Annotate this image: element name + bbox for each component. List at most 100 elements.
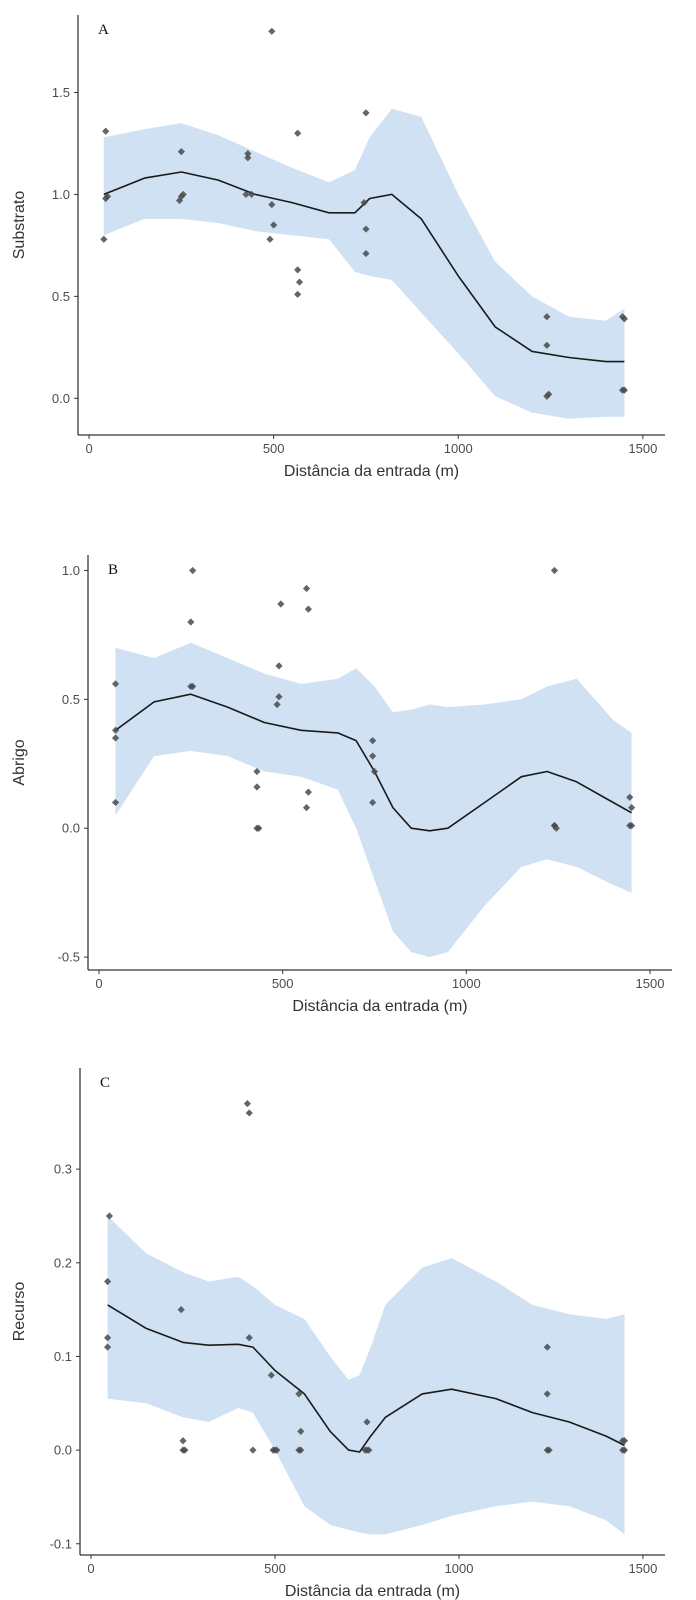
data-point [103,192,112,201]
data-point [268,201,276,209]
data-point [618,313,627,321]
confidence-band [107,1216,625,1535]
data-point [267,1371,275,1379]
data-point [270,221,278,229]
data-point [100,235,108,243]
data-point [626,793,634,801]
data-point [370,767,379,776]
data-point [369,752,377,760]
y-tick-label: 0.1 [54,1349,72,1364]
data-point [111,734,120,742]
x-tick-label: 1000 [445,1561,474,1576]
panel-label-b: B [108,562,118,578]
x-tick-label: 1000 [452,976,481,991]
data-point [297,1427,305,1435]
panel-c: 0 500 1000 1500 -0.1 0.0 0.1 0.2 0.3 Distância da… [11,1068,665,1600]
data-point [365,1446,373,1454]
data-point [103,1343,112,1351]
data-point [253,767,261,776]
x-axis-title: Distância da entrada (m) [292,998,467,1015]
data-point [620,315,628,323]
smooth-fit-line [115,693,632,832]
data-point [253,783,261,791]
y-tick-label: 0.3 [54,1162,72,1177]
data-point [543,1343,551,1351]
data-point [618,386,627,394]
y-axis-title: Recurso [11,1282,28,1342]
data-point [543,313,551,321]
x-tick-label: 1000 [444,441,473,456]
data-point [247,190,256,199]
data-point [275,693,283,701]
data-point [243,1099,252,1108]
data-point [620,1437,629,1445]
y-tick-label: 1.5 [52,85,70,100]
data-point [362,225,370,233]
y-tick-label: 0.5 [62,692,80,707]
x-tick-label: 500 [264,1561,286,1576]
y-tick-label: 0.5 [52,289,70,304]
y-tick-label: -0.1 [50,1536,72,1551]
data-point [111,680,120,688]
data-point [102,127,110,135]
data-point [268,27,276,35]
smooth-fit-line [103,171,625,363]
data-point [275,662,283,670]
data-point [295,278,304,286]
x-tick-label: 1500 [636,976,665,991]
panel-label-c: C [100,1075,110,1091]
data-point [103,1277,112,1286]
data-point [626,822,634,830]
data-point [244,154,252,162]
x-tick-label: 1500 [628,1561,657,1576]
data-point [543,392,551,400]
data-point [103,1334,112,1342]
y-tick-label: 0.0 [54,1443,72,1458]
data-point [245,1334,253,1342]
y-axis-title: Substrato [11,191,28,260]
data-point [189,566,197,575]
data-point [550,566,559,575]
data-point [304,788,312,796]
data-point [302,584,311,593]
y-tick-label: 1.0 [52,187,70,202]
data-point [627,804,636,812]
data-point [294,129,302,137]
data-point [266,235,274,243]
panel-label-a: A [98,22,109,38]
data-point [550,822,559,830]
y-tick-label: 0.0 [52,391,70,406]
data-point [177,1306,185,1314]
x-tick-label: 0 [95,976,102,991]
data-point [545,390,553,398]
data-point [294,266,302,274]
data-point [369,798,377,807]
data-point [295,1390,303,1398]
data-point [255,824,263,832]
data-point [244,150,252,158]
x-tick-label: 0 [85,441,92,456]
x-tick-label: 1500 [628,441,657,456]
panel-a: 0 500 1000 1500 0.0 0.5 1.0 1.5 Distância da ent… [11,15,665,480]
x-tick-label: 0 [87,1561,94,1576]
y-tick-label: -0.5 [58,950,80,965]
data-point [105,1212,114,1220]
data-point [273,1446,281,1454]
data-point [543,1390,551,1398]
data-point [362,249,370,258]
data-point [543,341,551,349]
data-point [177,148,185,156]
data-point [363,1418,371,1426]
data-point [111,798,120,807]
x-tick-label: 500 [272,976,294,991]
data-point [249,1446,257,1454]
y-tick-label: 1.0 [62,563,80,578]
data-point [187,618,195,626]
data-point [362,109,370,117]
data-point [181,1446,189,1454]
data-point [297,1446,305,1454]
data-point [294,290,302,298]
data-point [304,605,312,613]
data-point [273,700,281,709]
